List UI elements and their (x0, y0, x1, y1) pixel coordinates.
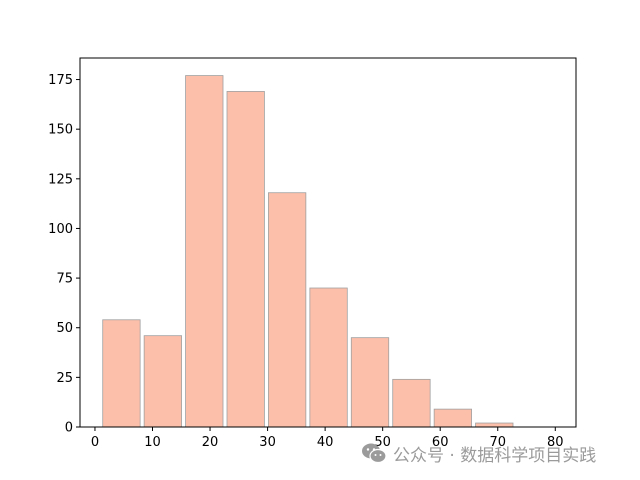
histogram-bar (102, 319, 141, 428)
histogram-bar (226, 91, 265, 428)
y-axis-ticks: 0 25 50 75 100 125 150 175 (48, 73, 80, 436)
histogram-bar (350, 337, 390, 428)
histogram-bar (268, 192, 307, 428)
y-tick-label: 75 (56, 272, 73, 287)
x-tick-label: 10 (144, 435, 161, 450)
watermark-text: 公众号 · 数据科学项目实践 (393, 445, 597, 466)
x-tick-label: 80 (547, 435, 564, 450)
histogram-bar (309, 287, 348, 428)
y-tick-label: 50 (56, 321, 73, 336)
x-tick-label: 40 (317, 435, 334, 450)
y-tick-label: 125 (48, 172, 73, 187)
y-tick-label: 100 (48, 222, 73, 237)
histogram-bar (392, 378, 431, 428)
x-tick-label: 20 (202, 435, 219, 450)
y-tick-label: 150 (48, 123, 73, 138)
y-tick-label: 25 (56, 371, 73, 386)
watermark: 公众号 · 数据科学项目实践 (361, 441, 597, 466)
x-axis-ticks: 0 10 20 30 40 50 60 70 80 (91, 427, 564, 450)
y-tick-label: 175 (48, 73, 73, 88)
histogram-bar (185, 75, 224, 428)
y-tick-label: 0 (65, 421, 73, 436)
x-tick-label: 0 (91, 435, 99, 450)
bars-group (102, 75, 514, 428)
x-tick-label: 60 (432, 435, 449, 450)
plot-frame (79, 57, 577, 428)
x-tick-label: 50 (374, 435, 391, 450)
histogram-bar (143, 335, 182, 428)
wechat-icon (362, 443, 387, 464)
histogram-bar (433, 408, 472, 428)
x-tick-label: 30 (259, 435, 276, 450)
histogram-bar (475, 422, 514, 428)
x-tick-label: 70 (489, 435, 506, 450)
